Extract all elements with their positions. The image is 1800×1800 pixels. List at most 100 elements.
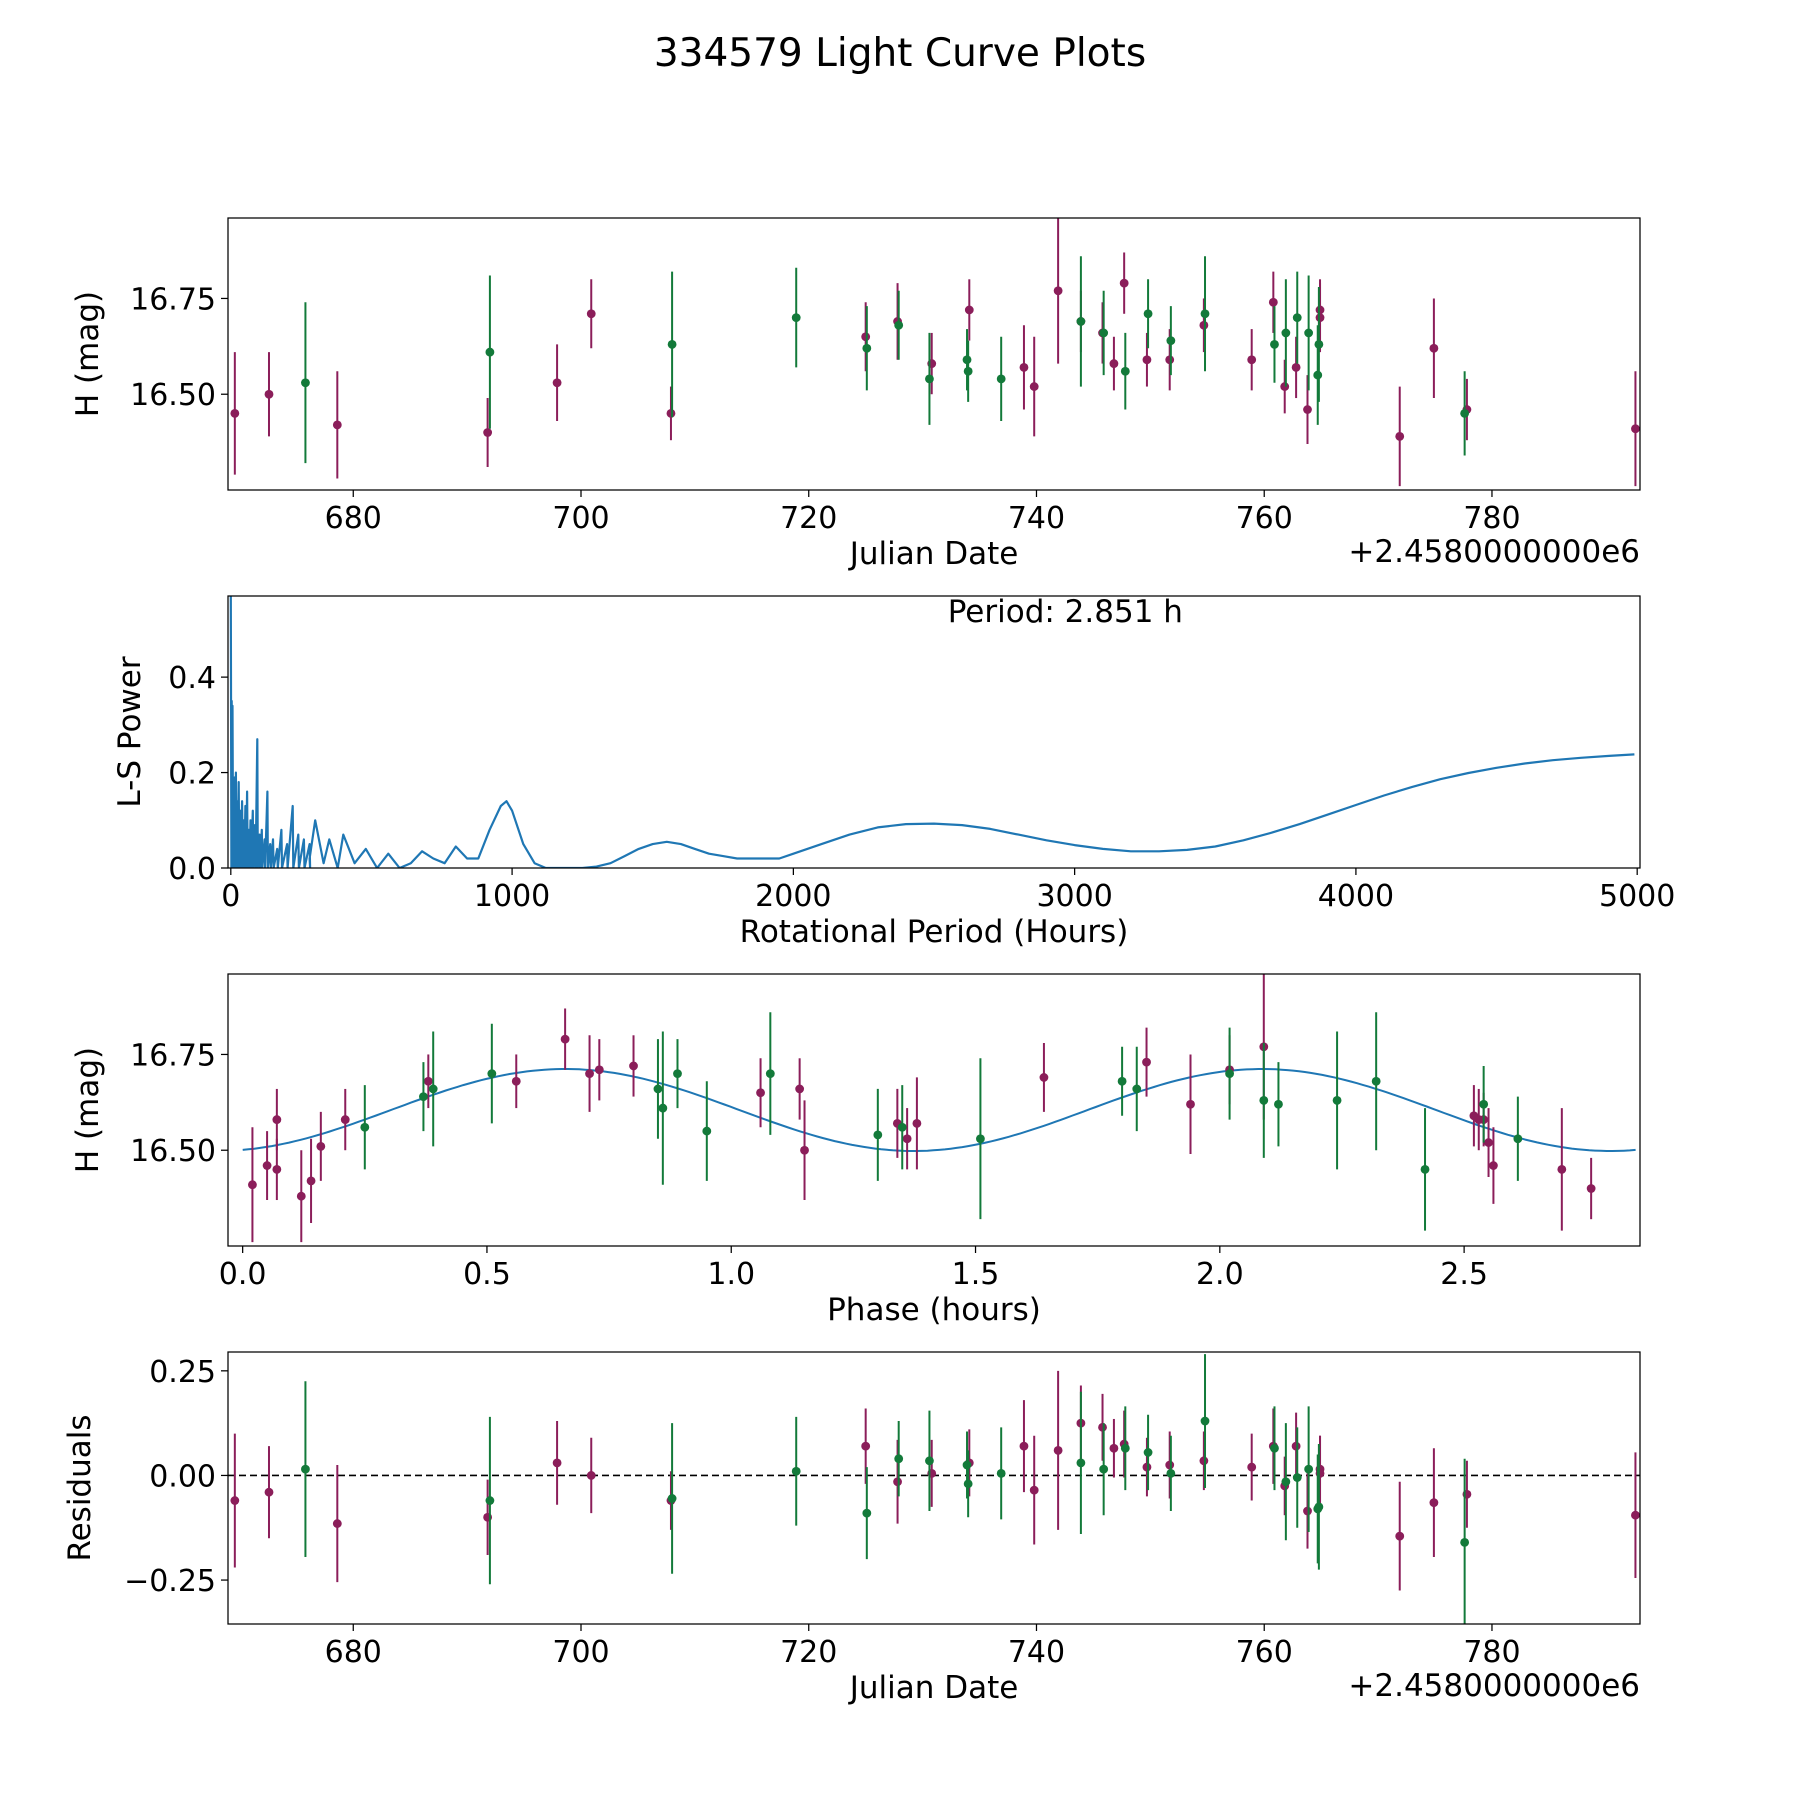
data-point: [1099, 328, 1109, 338]
x-tick-label: 2.5: [1440, 1257, 1488, 1292]
axes-frame: [227, 973, 1641, 1247]
data-point: [1315, 313, 1325, 323]
data-point: [264, 1487, 274, 1497]
data-point: [272, 1164, 282, 1174]
data-point: [586, 1471, 596, 1480]
data-point: [1120, 366, 1130, 376]
plot-area: [242, 974, 1636, 1243]
data-point: [1292, 313, 1302, 323]
data-point: [1142, 355, 1152, 365]
data-point: [791, 313, 801, 323]
data-point: [1186, 1099, 1195, 1109]
data-point: [586, 309, 596, 319]
data-point: [1199, 320, 1209, 330]
series-purple: [248, 974, 1596, 1243]
periodogram-line: [229, 596, 1635, 868]
data-point: [963, 366, 973, 376]
data-point: [1247, 1462, 1257, 1472]
data-point: [667, 340, 677, 349]
figure-title: 334579 Light Curve Plots: [654, 31, 1146, 76]
data-point: [423, 1076, 433, 1086]
data-point: [1199, 1456, 1209, 1466]
data-point: [1460, 408, 1470, 418]
data-point: [360, 1122, 370, 1132]
data-point: [1119, 278, 1129, 288]
data-point: [1200, 1416, 1210, 1426]
y-axis-label: H (mag): [70, 291, 106, 417]
x-tick-label: 2000: [755, 879, 831, 914]
data-point: [1109, 1443, 1119, 1453]
y-axis-label: H (mag): [70, 1047, 106, 1173]
data-point: [1098, 1422, 1107, 1432]
data-point: [976, 1134, 985, 1144]
data-point: [1200, 309, 1210, 319]
data-point: [996, 1468, 1006, 1478]
data-point: [1303, 1506, 1312, 1516]
data-point: [1117, 1076, 1127, 1086]
series-green: [301, 1354, 1470, 1624]
data-point: [1332, 1096, 1342, 1105]
data-point: [306, 1176, 316, 1186]
data-point: [765, 1069, 775, 1079]
data-point: [1281, 328, 1291, 338]
plot-area: [228, 1354, 1640, 1624]
data-point: [658, 1103, 668, 1113]
data-point: [629, 1061, 638, 1071]
data-point: [653, 1084, 663, 1094]
data-point: [1479, 1099, 1489, 1109]
data-point: [673, 1069, 682, 1079]
data-point: [1631, 424, 1640, 434]
data-point: [1314, 340, 1324, 349]
data-point: [340, 1115, 350, 1124]
data-point: [1314, 1502, 1324, 1512]
panel-phase-folded: 0.0 0.5 1.0 1.5 2.0 2.5 16.50 16.75 Phase (hours…: [70, 973, 1641, 1328]
data-point: [912, 1119, 922, 1128]
x-tick-label: 700: [552, 1635, 609, 1670]
data-point: [702, 1126, 712, 1136]
data-point: [791, 1466, 801, 1476]
x-tick-label: 720: [780, 501, 837, 536]
panel-residuals: 680 700 720 740 760 780 −0.25 0.00 0.25 Julian Da…: [62, 1351, 1641, 1706]
data-point: [1429, 343, 1439, 353]
data-point: [1586, 1184, 1596, 1193]
data-point: [667, 1494, 677, 1503]
data-point: [1029, 382, 1039, 391]
data-point: [1053, 286, 1063, 296]
data-point: [332, 1519, 342, 1528]
data-point: [272, 1115, 282, 1124]
data-point: [1247, 355, 1257, 365]
data-point: [230, 1496, 240, 1505]
data-point: [1270, 1443, 1279, 1453]
y-tick-label: 0.25: [149, 1355, 216, 1390]
x-tick-label: 3000: [1036, 879, 1112, 914]
x-tick-label: 740: [1008, 501, 1065, 536]
x-tick-label: 1.0: [707, 1257, 755, 1292]
y-tick-label: −0.25: [124, 1564, 216, 1599]
data-point: [1395, 1531, 1405, 1541]
data-point: [861, 332, 871, 342]
x-tick-label: 700: [552, 501, 609, 536]
data-point: [1120, 1443, 1130, 1453]
x-tick-label: 1000: [474, 879, 550, 914]
fit-curve: [242, 1068, 1636, 1152]
data-point: [1099, 1464, 1109, 1474]
data-point: [1166, 1468, 1176, 1478]
data-point: [585, 1069, 594, 1079]
data-point: [897, 1122, 907, 1132]
data-point: [1132, 1084, 1142, 1094]
data-point: [1076, 317, 1086, 326]
data-point: [1039, 1073, 1049, 1082]
data-point: [795, 1084, 805, 1094]
y-tick-label: 16.75: [130, 282, 216, 317]
x-tick-label: 760: [1236, 1635, 1293, 1670]
data-point: [893, 1477, 902, 1487]
data-point: [902, 1134, 912, 1144]
x-tick-label: 0.0: [219, 1257, 267, 1292]
data-point: [560, 1034, 570, 1044]
x-tick-label: 780: [1463, 1635, 1520, 1670]
x-tick-label: 720: [780, 1635, 837, 1670]
axes-frame: [227, 595, 1641, 869]
data-point: [552, 378, 562, 388]
data-point: [1484, 1138, 1493, 1147]
x-tick-label: 4000: [1318, 879, 1394, 914]
